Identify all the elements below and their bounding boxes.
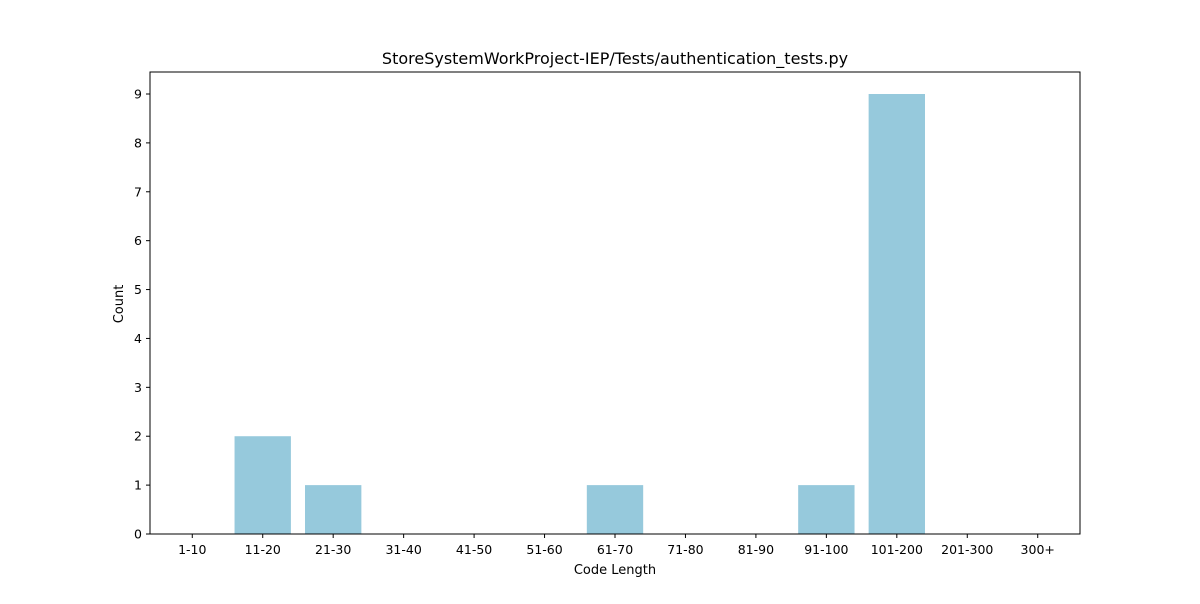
x-axis-label: Code Length [574,563,656,578]
x-tick-label: 21-30 [315,542,351,557]
x-tick-label: 31-40 [385,542,421,557]
y-tick-label: 9 [134,87,142,102]
x-tick-label: 1-10 [178,542,206,557]
y-tick-label: 8 [134,135,142,150]
y-axis-ticks: 0 1 2 3 4 5 6 7 8 9 [134,87,150,542]
chart-title: StoreSystemWorkProject-IEP/Tests/authent… [382,49,848,69]
y-tick-label: 7 [134,184,142,199]
x-tick-label: 71-80 [667,542,703,557]
y-axis-label: Count [112,285,127,324]
y-tick-label: 2 [134,429,142,444]
bar-101-200 [868,94,925,534]
plot-frame [149,71,1081,535]
x-tick-label: 201-300 [941,542,993,557]
x-tick-label: 11-20 [245,542,281,557]
x-tick-label: 51-60 [526,542,562,557]
bars-layer [234,94,925,534]
bar-61-70 [586,485,644,534]
x-tick-label: 101-200 [871,542,923,557]
x-tick-label: 81-90 [738,542,774,557]
y-tick-label: 5 [134,282,142,297]
y-tick-label: 6 [134,233,142,248]
bar-21-30 [305,485,362,534]
y-tick-label: 1 [134,478,142,493]
y-tick-label: 3 [134,380,142,395]
x-tick-label: 300+ [1021,542,1055,557]
bar-91-100 [798,485,855,534]
x-tick-label: 41-50 [456,542,492,557]
x-tick-label: 61-70 [597,542,633,557]
y-tick-label: 4 [134,331,142,346]
x-tick-label: 91-100 [804,542,848,557]
bar-11-20 [234,436,291,534]
y-tick-label: 0 [134,527,142,542]
x-axis-ticks: 1-10 11-20 21-30 31-40 41-50 51-60 61-70 71-80 8… [178,534,1055,557]
